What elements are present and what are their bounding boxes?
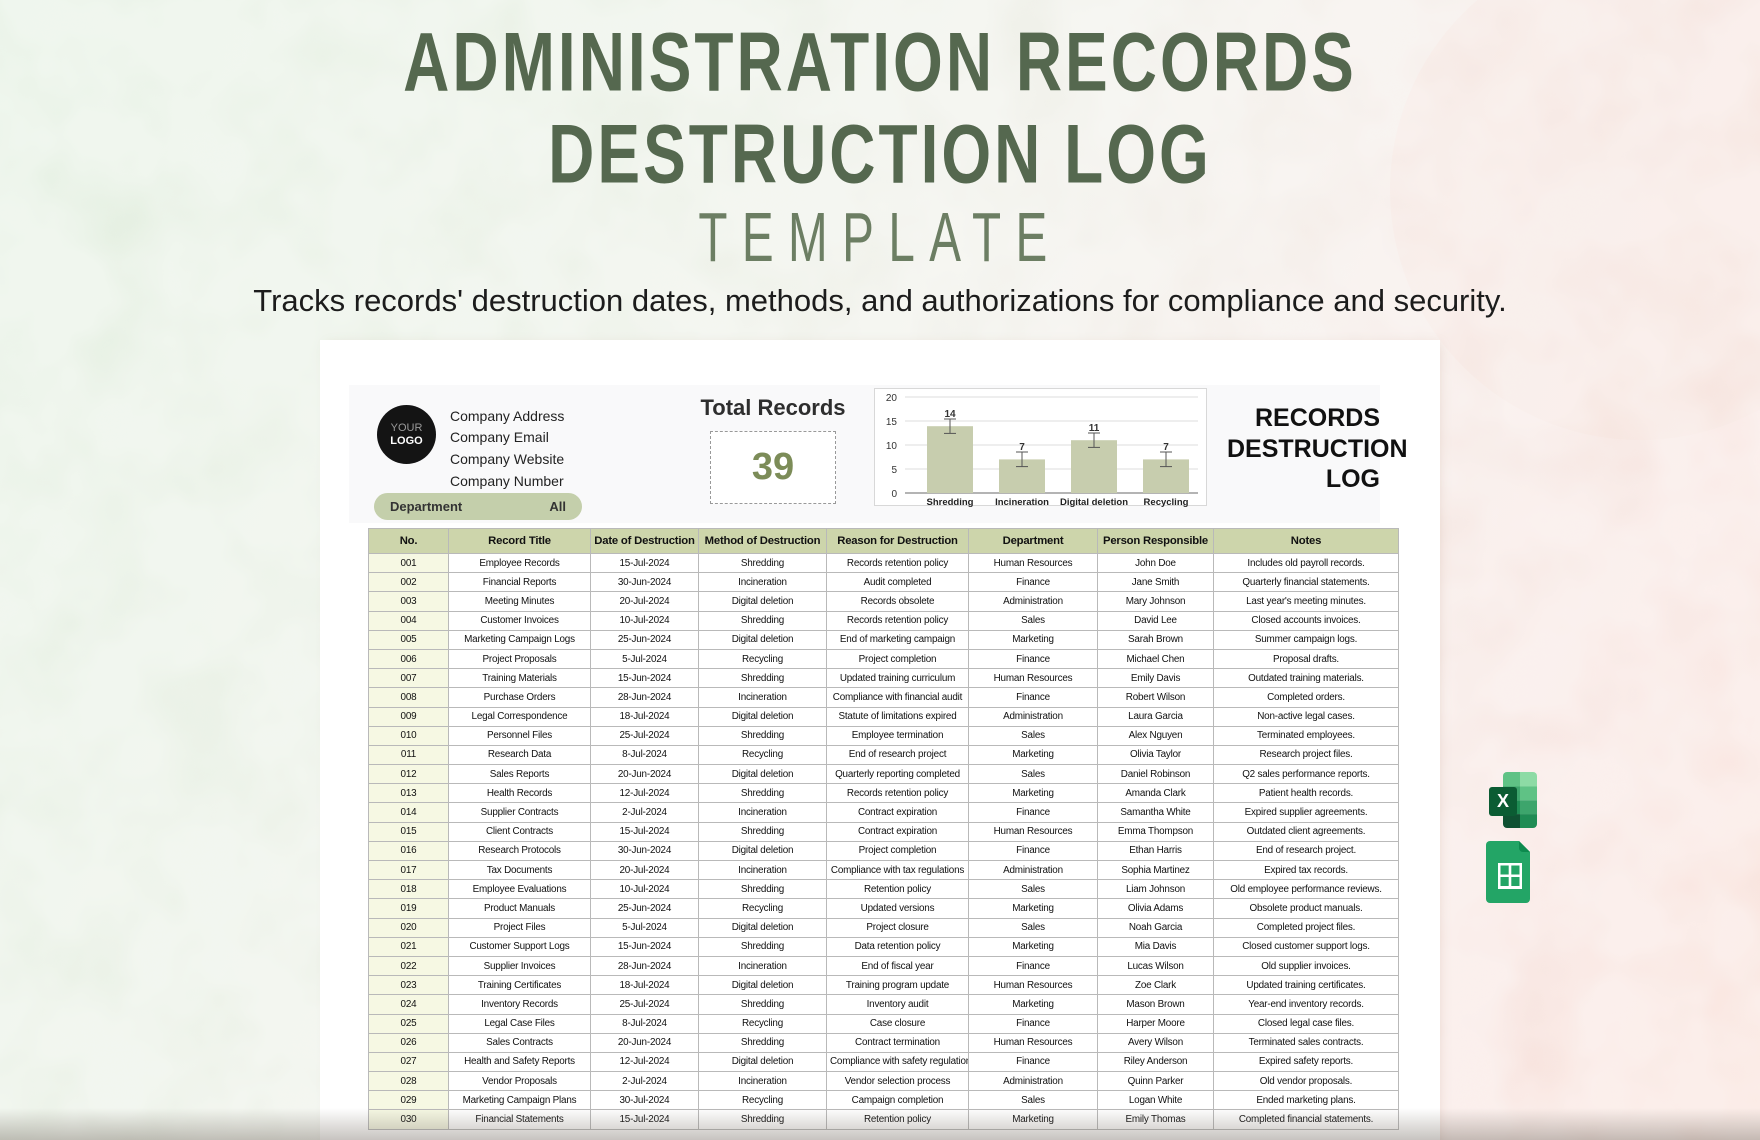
svg-text:10: 10	[886, 441, 898, 452]
svg-text:Incineration: Incineration	[995, 497, 1049, 507]
svg-text:15: 15	[886, 417, 898, 428]
svg-text:20: 20	[886, 393, 898, 404]
svg-text:14: 14	[944, 409, 956, 420]
svg-text:7: 7	[1019, 442, 1025, 453]
svg-text:7: 7	[1163, 442, 1169, 453]
svg-text:0: 0	[891, 489, 897, 500]
svg-text:Digital deletion: Digital deletion	[1060, 497, 1128, 507]
svg-text:Recycling: Recycling	[1144, 497, 1189, 507]
svg-text:Shredding: Shredding	[927, 497, 974, 507]
svg-text:5: 5	[891, 465, 897, 476]
svg-text:11: 11	[1089, 423, 1100, 434]
svg-text:X: X	[1497, 791, 1509, 811]
